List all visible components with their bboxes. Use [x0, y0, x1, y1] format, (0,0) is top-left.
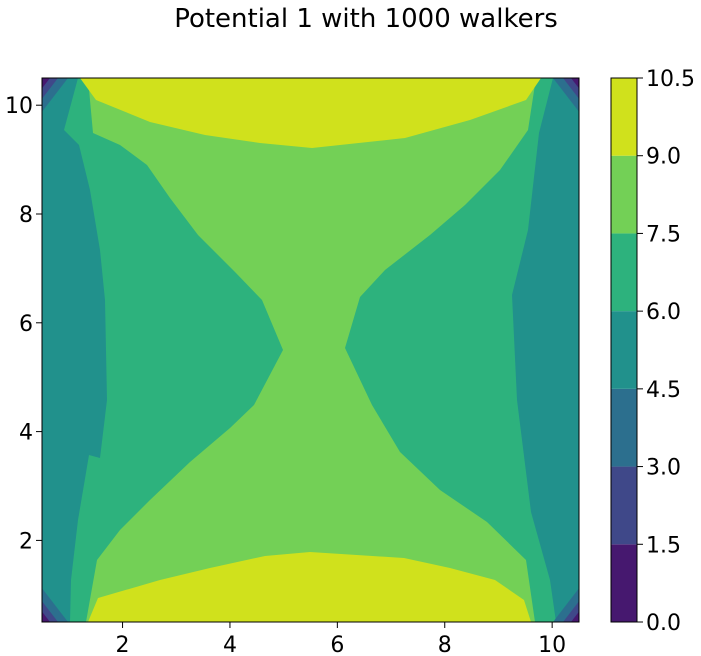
colorbar-band: [611, 155, 637, 234]
x-tick-label: 8: [438, 633, 452, 656]
y-tick-label: 8: [19, 203, 33, 228]
colorbar-tick-label: 7.5: [646, 222, 681, 247]
contour-region-corner: [571, 78, 579, 89]
contour-region-bottom: [88, 552, 531, 622]
colorbar-tick-label: 3.0: [646, 456, 681, 481]
contour-region-corner: [42, 78, 50, 89]
colorbar-band: [611, 233, 637, 312]
x-tick-label: 2: [116, 633, 130, 656]
colorbar-band: [611, 78, 637, 156]
y-tick-label: 6: [19, 312, 33, 337]
y-tick-label: 2: [19, 529, 33, 554]
y-tick-label: 4: [19, 421, 33, 446]
contour-region-corner: [571, 611, 579, 622]
x-tick-label: 10: [538, 633, 566, 656]
colorbar-tick-label: 10.5: [646, 67, 695, 92]
colorbar-tick-label: 4.5: [646, 378, 681, 403]
colorbar-tick-label: 0.0: [646, 611, 681, 636]
colorbar-band: [611, 388, 637, 467]
colorbar-band: [611, 311, 637, 389]
colorbar-frame: [610, 77, 638, 623]
contour-region-top: [80, 78, 541, 148]
colorbar-tick-label: 1.5: [646, 533, 681, 558]
contour-region-corner: [42, 611, 50, 622]
colorbar-tick-label: 6.0: [646, 300, 681, 325]
colorbar-band: [611, 466, 637, 545]
colorbar-band: [611, 544, 637, 622]
x-tick-label: 6: [330, 633, 344, 656]
plot-area: [42, 78, 579, 622]
contour-region-center: [86, 78, 536, 622]
chart-title: Potential 1 with 1000 walkers: [174, 4, 558, 34]
y-tick-label: 10: [5, 94, 33, 119]
x-axis: 2 4 6 8 10: [116, 622, 566, 656]
y-axis: 2 4 6 8 10: [5, 94, 42, 554]
plot-frame: [41, 77, 580, 623]
colorbar: 0.0 1.5 3.0 4.5 6.0 7.5 9.0 10.5: [610, 67, 695, 636]
x-tick-label: 4: [223, 633, 237, 656]
colorbar-tick-label: 9.0: [646, 145, 681, 170]
